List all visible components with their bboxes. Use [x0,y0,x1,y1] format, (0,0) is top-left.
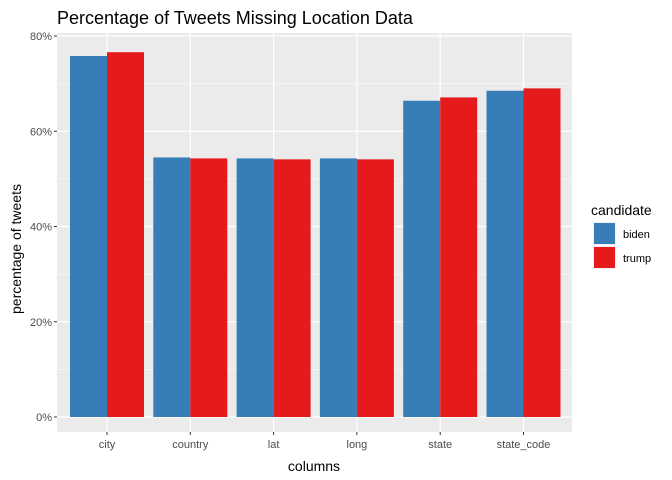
x-tick-label: lat [268,439,280,451]
y-tick-label: 40% [30,222,52,234]
x-tick-label: long [347,439,368,451]
bar-biden-country [153,157,191,417]
bar-trump-lat [273,159,311,417]
x-tick-label: state [428,439,452,451]
bar-trump-state [440,97,478,417]
x-axis-ticks: city country lat long state state_code [99,432,551,451]
y-axis-label: percentage of tweets [8,184,24,314]
bar-biden-state [403,100,441,418]
x-tick-label: city [99,439,116,451]
bar-biden-long [319,158,357,418]
legend: candidate biden trump [591,202,652,269]
legend-label-trump: trump [623,253,651,265]
chart-title: Percentage of Tweets Missing Location Da… [57,8,414,28]
legend-swatch-biden [594,223,615,244]
y-axis-ticks: 0% 20% 40% 60% 80% [30,31,57,424]
bar-trump-country [190,158,228,418]
bar-biden-lat [236,158,274,418]
bar-trump-state_code [523,88,561,417]
bar-biden-city [70,56,107,417]
y-tick-label: 80% [30,31,52,43]
legend-label-biden: biden [623,229,650,241]
bar-trump-city [107,52,144,417]
legend-swatch-trump [594,247,615,268]
bar-trump-long [356,159,394,417]
x-axis-label: columns [288,458,340,474]
y-tick-label: 60% [30,126,52,138]
bar-biden-state_code [486,90,524,418]
bars [70,52,561,418]
x-tick-label: state_code [497,439,551,451]
y-tick-label: 20% [30,317,52,329]
x-tick-label: country [172,439,209,451]
legend-title: candidate [591,202,652,218]
y-tick-label: 0% [36,412,52,424]
